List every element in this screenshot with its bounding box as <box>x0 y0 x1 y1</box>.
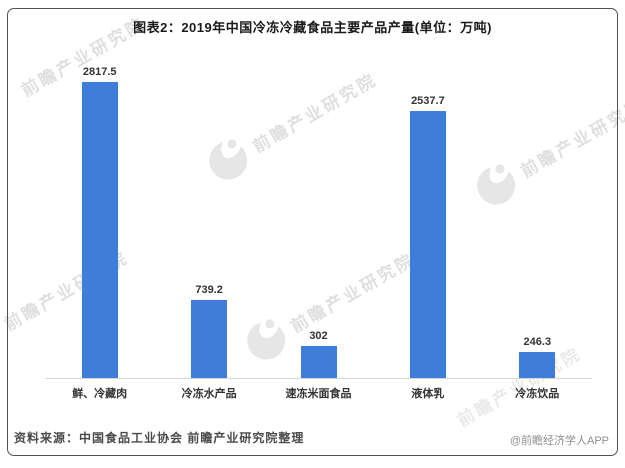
watermark: 前瞻产业研究院 <box>238 238 424 369</box>
x-axis-label-4: 液体乳 <box>411 388 445 400</box>
bar-value-label-2: 739.2 <box>195 284 223 296</box>
bar-2 <box>191 300 228 378</box>
qianzhan-logo-watermark-icon <box>209 133 248 180</box>
watermark: 前瞻产业研究院 <box>468 83 625 214</box>
x-axis-label-1: 鲜、冷藏肉 <box>72 388 128 400</box>
x-axis-label-5: 冷冻饮品 <box>515 388 560 400</box>
bar-4 <box>409 111 446 378</box>
bar-5 <box>519 352 556 378</box>
x-axis-label-2: 冷冻水产品 <box>181 388 237 400</box>
bar-value-label-5: 246.3 <box>523 336 552 348</box>
bar-1 <box>81 82 118 378</box>
bar-3 <box>300 346 337 378</box>
bar-value-label-3: 302 <box>309 330 328 342</box>
watermark: 前瞻产业研究院 <box>200 58 386 189</box>
credit-note: @前瞻经济学人APP <box>509 435 609 447</box>
x-axis-label-3: 速冻米面食品 <box>285 388 352 400</box>
chart-title: 图表2：2019年中国冷冻冷藏食品主要产品产量(单位：万吨) <box>133 20 492 35</box>
qianzhan-logo-watermark-icon <box>477 158 516 205</box>
source-note: 资料来源：中国食品工业协会 前瞻产业研究院整理 <box>14 431 305 445</box>
bar-value-label-1: 2817.5 <box>82 66 117 78</box>
x-axis-line <box>45 378 592 379</box>
qianzhan-logo-watermark-icon <box>247 313 286 360</box>
bar-value-label-4: 2537.7 <box>411 95 445 107</box>
